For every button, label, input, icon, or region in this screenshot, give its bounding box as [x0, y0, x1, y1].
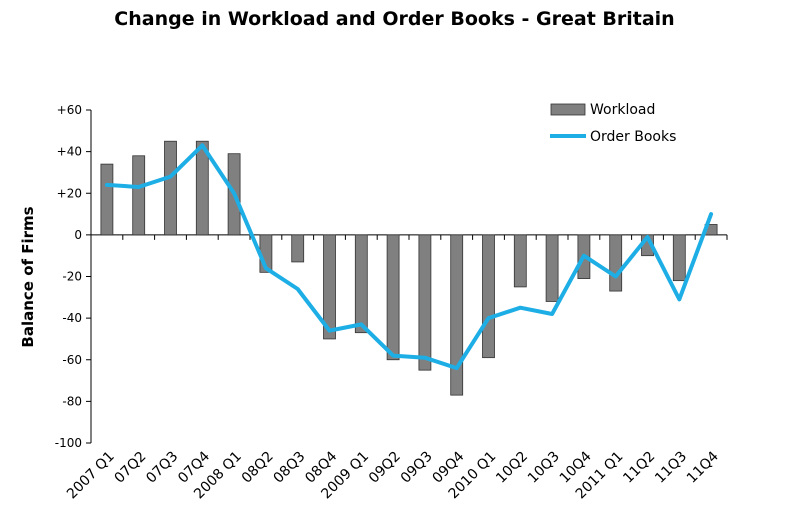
axes — [86, 109, 728, 444]
x-tick-label: 11Q2 — [620, 449, 658, 487]
workload-bar — [195, 140, 209, 236]
y-tick-label: +20 — [57, 186, 82, 200]
order-books-series-line — [104, 143, 714, 371]
x-tick-label: 07Q3 — [143, 449, 181, 487]
x-tick-label: 2007 Q1 — [64, 449, 118, 503]
workload-bars — [100, 140, 718, 396]
workload-bar — [386, 234, 400, 361]
legend-order-books-label: Order Books — [590, 129, 676, 145]
x-tick-label: 09Q2 — [366, 449, 404, 487]
y-tick-label: 0 — [74, 228, 82, 242]
x-tick-label: 10Q2 — [493, 449, 531, 487]
legend-workload-swatch — [550, 103, 586, 116]
x-tick-label: 08Q3 — [271, 449, 309, 487]
workload-bar — [609, 234, 623, 292]
workload-bar — [100, 163, 114, 236]
legend-workload-label: Workload — [590, 102, 655, 118]
y-tick-label: -80 — [62, 394, 82, 408]
order-books-line — [104, 143, 714, 371]
x-tick-label: 11Q4 — [684, 448, 722, 486]
workload-bar — [291, 234, 305, 263]
x-tick-label: 09Q3 — [398, 449, 436, 487]
workload-bar — [482, 234, 495, 359]
y-tick-label: -100 — [55, 436, 82, 450]
y-axis-label: Balance of Firms — [19, 206, 37, 347]
workload-bar — [418, 234, 432, 371]
y-tick-labels: +60 +40 +20 0 -20 -40 -60 -80 -100 — [55, 103, 82, 450]
workload-bar — [164, 140, 177, 236]
x-tick-label: 07Q2 — [112, 449, 150, 487]
legend: Workload Order Books — [550, 102, 676, 145]
y-tick-label: -40 — [62, 311, 82, 325]
chart-title: Change in Workload and Order Books - Gre… — [114, 8, 675, 30]
y-tick-label: -20 — [62, 270, 82, 284]
x-tick-label: 11Q3 — [652, 449, 690, 487]
workload-bar — [545, 234, 559, 302]
x-tick-label: 10Q3 — [525, 449, 563, 487]
workload-bar — [513, 234, 527, 288]
workload-bar — [672, 234, 686, 282]
workload-bar — [323, 234, 336, 340]
workload-bar — [450, 234, 464, 396]
workload-bar — [354, 234, 368, 334]
x-tick-label: 08Q2 — [239, 449, 277, 487]
y-tick-label: +40 — [57, 145, 82, 159]
y-tick-label: -60 — [62, 353, 82, 367]
y-tick-label: +60 — [57, 103, 82, 117]
workload-bar — [132, 155, 146, 236]
